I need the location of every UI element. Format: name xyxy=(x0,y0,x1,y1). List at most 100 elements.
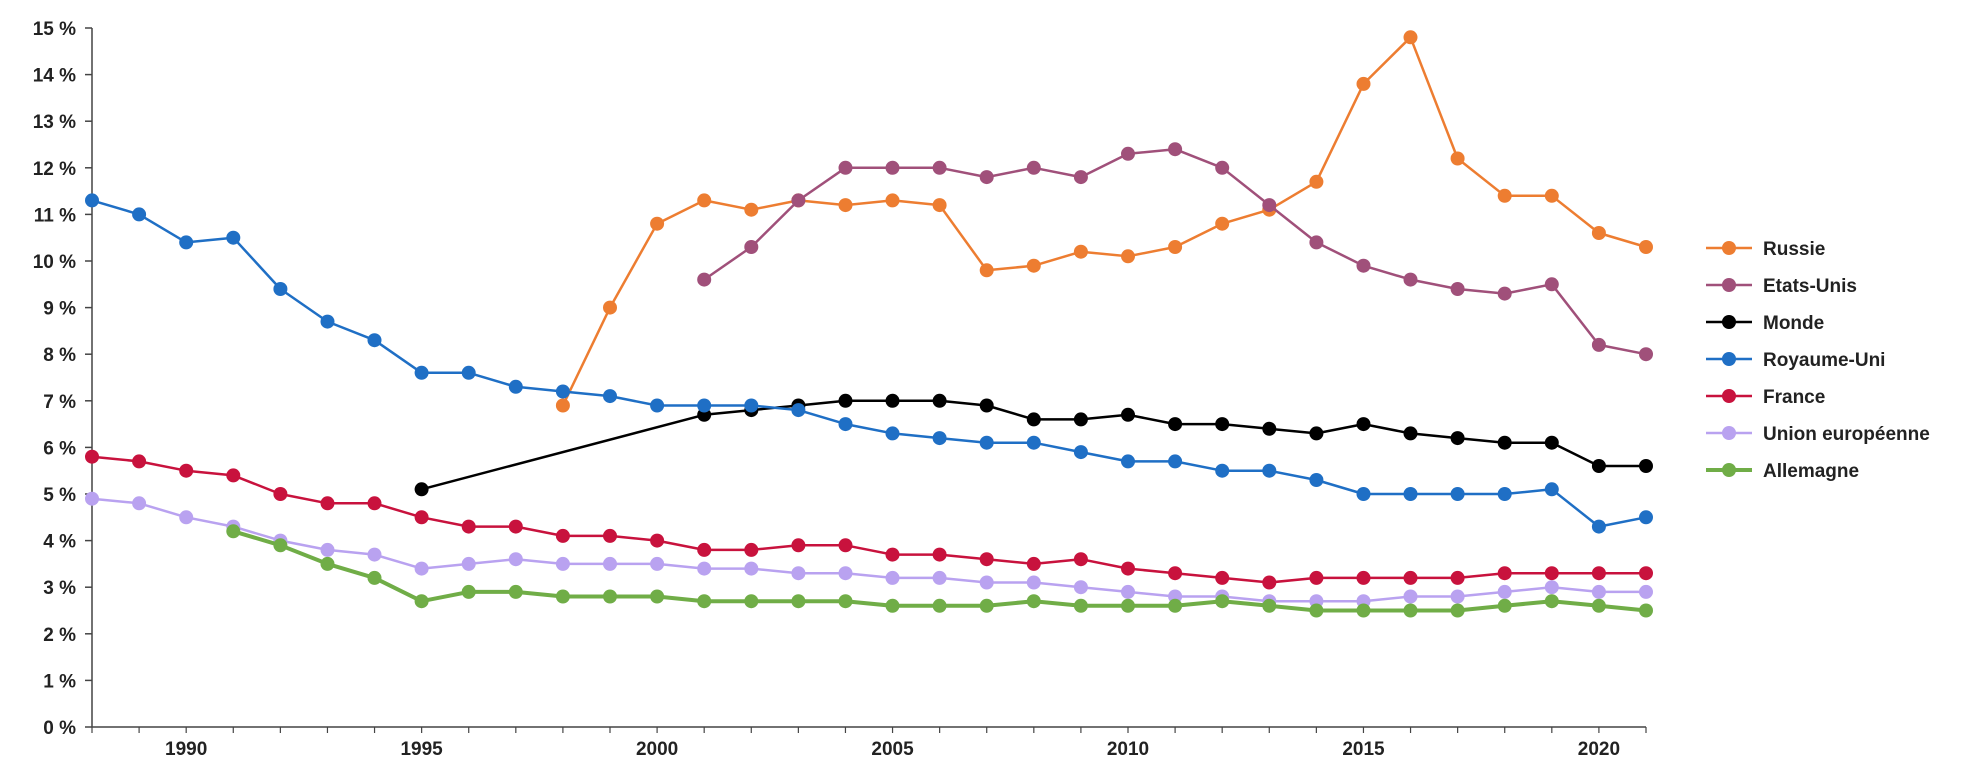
data-point-etats-unis xyxy=(791,193,806,208)
x-tick-label: 1990 xyxy=(165,739,207,760)
legend-item-france: France xyxy=(1706,387,1825,408)
x-tick-label: 2010 xyxy=(1107,739,1149,760)
data-point-union-europeenne xyxy=(179,510,194,525)
legend-swatch-marker xyxy=(1722,389,1736,403)
legend-label: Russie xyxy=(1763,239,1825,260)
data-point-france xyxy=(414,510,429,525)
legend-label: Monde xyxy=(1763,313,1824,334)
data-point-monde xyxy=(1073,412,1088,427)
legend-item-union-europeenne: Union européenne xyxy=(1706,424,1930,445)
series-allemagne xyxy=(226,524,1653,618)
data-point-russie xyxy=(697,193,712,208)
data-point-royaume-uni xyxy=(979,435,994,450)
legend-item-etats-unis: Etats-Unis xyxy=(1706,276,1857,297)
data-point-royaume-uni xyxy=(1073,445,1088,460)
data-point-royaume-uni xyxy=(320,314,335,329)
data-point-union-europeenne xyxy=(1497,584,1512,599)
data-point-union-europeenne xyxy=(1544,580,1559,595)
data-point-royaume-uni xyxy=(461,365,476,380)
data-point-france xyxy=(1497,566,1512,581)
data-point-russie xyxy=(838,198,853,213)
data-point-france xyxy=(1450,570,1465,585)
data-point-monde xyxy=(414,482,429,497)
data-point-france xyxy=(1073,552,1088,567)
data-point-france xyxy=(791,538,806,553)
data-point-etats-unis xyxy=(697,272,712,287)
x-tick-label: 2020 xyxy=(1578,739,1620,760)
data-point-france xyxy=(367,496,382,511)
data-point-france xyxy=(273,487,288,501)
data-point-allemagne xyxy=(838,594,853,609)
y-tick-label: 6 % xyxy=(43,438,76,459)
data-point-russie xyxy=(650,216,665,231)
data-point-royaume-uni xyxy=(132,207,147,222)
data-point-monde xyxy=(1168,417,1183,432)
y-tick-label: 0 % xyxy=(43,718,76,739)
data-point-france xyxy=(603,528,617,543)
data-point-royaume-uni xyxy=(838,417,853,432)
data-point-union-europeenne xyxy=(1639,584,1653,599)
data-point-france xyxy=(1591,566,1606,581)
data-point-russie xyxy=(744,202,759,217)
data-point-union-europeenne xyxy=(132,496,147,511)
data-point-monde xyxy=(1121,407,1135,422)
data-point-russie xyxy=(932,198,947,213)
data-point-royaume-uni xyxy=(1639,510,1653,525)
legend-item-russie: Russie xyxy=(1706,239,1825,260)
data-point-union-europeenne xyxy=(508,552,523,567)
data-point-union-europeenne xyxy=(791,566,806,581)
data-point-monde xyxy=(1497,435,1512,450)
data-point-union-europeenne xyxy=(414,561,429,576)
data-point-union-europeenne xyxy=(1450,589,1465,604)
data-point-allemagne xyxy=(885,598,900,613)
data-point-allemagne xyxy=(414,594,429,609)
data-point-royaume-uni xyxy=(744,398,759,413)
data-point-allemagne xyxy=(1215,594,1230,609)
data-point-union-europeenne xyxy=(461,556,476,571)
data-point-allemagne xyxy=(226,524,241,539)
series-russie xyxy=(555,30,1653,413)
data-point-union-europeenne xyxy=(932,570,947,585)
data-point-allemagne xyxy=(1403,603,1418,618)
data-point-royaume-uni xyxy=(885,426,900,441)
data-point-etats-unis xyxy=(885,160,900,175)
data-point-allemagne xyxy=(1639,603,1653,618)
data-point-etats-unis xyxy=(1262,198,1277,213)
series-line-allemagne xyxy=(232,529,1647,613)
y-tick-label: 9 % xyxy=(43,299,76,320)
data-point-monde xyxy=(885,393,900,408)
data-point-union-europeenne xyxy=(885,570,900,585)
data-point-union-europeenne xyxy=(1403,589,1418,604)
data-point-allemagne xyxy=(555,589,570,604)
data-point-etats-unis xyxy=(1639,347,1653,362)
data-point-royaume-uni xyxy=(932,431,947,446)
data-point-union-europeenne xyxy=(838,566,853,581)
data-point-allemagne xyxy=(979,598,994,613)
data-point-russie xyxy=(885,193,900,208)
data-point-etats-unis xyxy=(1450,282,1465,296)
data-point-allemagne xyxy=(461,584,476,599)
data-point-etats-unis xyxy=(1356,258,1371,273)
data-point-etats-unis xyxy=(1168,142,1183,157)
data-point-allemagne xyxy=(1356,603,1371,618)
data-point-royaume-uni xyxy=(226,230,241,245)
data-point-etats-unis xyxy=(932,160,947,175)
data-point-union-europeenne xyxy=(85,491,99,506)
legend-label: Union européenne xyxy=(1763,424,1930,445)
data-point-union-europeenne xyxy=(1073,580,1088,595)
y-tick-label: 11 % xyxy=(34,205,76,226)
legend-item-allemagne: Allemagne xyxy=(1706,461,1859,482)
data-point-union-europeenne xyxy=(320,542,335,557)
data-point-france xyxy=(1356,570,1371,585)
data-point-royaume-uni xyxy=(1403,487,1418,501)
data-point-etats-unis xyxy=(1026,160,1041,175)
data-point-france xyxy=(85,449,99,464)
data-point-france xyxy=(132,454,147,469)
data-point-royaume-uni xyxy=(414,365,429,380)
series-line-union-europeenne xyxy=(91,497,1646,603)
data-point-france xyxy=(1026,556,1041,571)
data-point-france xyxy=(1639,566,1653,581)
data-point-royaume-uni xyxy=(273,282,288,296)
